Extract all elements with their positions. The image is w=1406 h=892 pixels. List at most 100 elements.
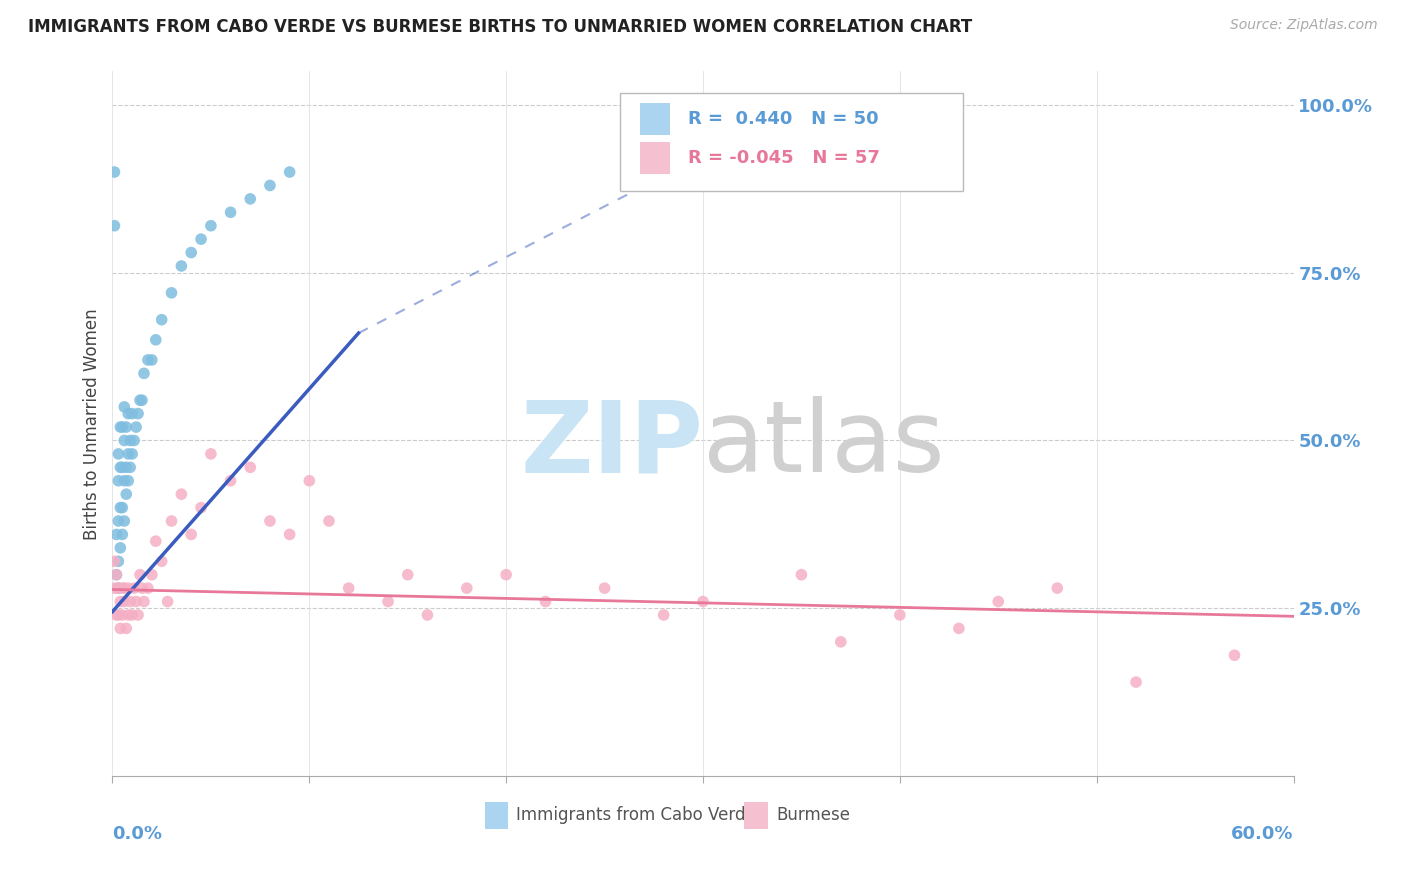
Point: [278, 527, 301, 541]
Point: [534, 594, 557, 608]
Point: [131, 581, 153, 595]
Point: [131, 393, 153, 408]
Point: [105, 527, 128, 541]
Point: [129, 393, 152, 408]
Point: [416, 607, 439, 622]
Point: [122, 434, 145, 448]
Point: [652, 607, 675, 622]
Point: [117, 581, 139, 595]
Point: [948, 621, 970, 635]
Point: [692, 594, 714, 608]
Point: [111, 420, 134, 434]
Point: [239, 192, 262, 206]
Point: [110, 594, 132, 608]
Point: [105, 567, 128, 582]
Point: [495, 567, 517, 582]
Point: [103, 219, 125, 233]
Point: [125, 420, 148, 434]
Text: IMMIGRANTS FROM CABO VERDE VS BURMESE BIRTHS TO UNMARRIED WOMEN CORRELATION CHAR: IMMIGRANTS FROM CABO VERDE VS BURMESE BI…: [28, 18, 973, 36]
Text: Immigrants from Cabo Verde: Immigrants from Cabo Verde: [516, 805, 756, 824]
Point: [111, 527, 134, 541]
Point: [115, 420, 138, 434]
Point: [103, 165, 125, 179]
Point: [115, 621, 138, 635]
Point: [107, 447, 129, 461]
FancyBboxPatch shape: [640, 142, 669, 174]
Point: [110, 621, 132, 635]
Point: [112, 400, 135, 414]
Point: [115, 487, 138, 501]
Point: [117, 447, 139, 461]
Point: [219, 474, 242, 488]
FancyBboxPatch shape: [620, 93, 963, 191]
Point: [190, 232, 212, 246]
Point: [111, 581, 134, 595]
Point: [1223, 648, 1246, 663]
Point: [298, 474, 321, 488]
Point: [115, 460, 138, 475]
Point: [889, 607, 911, 622]
Point: [170, 259, 193, 273]
Point: [107, 581, 129, 595]
Point: [219, 205, 242, 219]
Point: [377, 594, 399, 608]
Point: [987, 594, 1010, 608]
FancyBboxPatch shape: [485, 802, 508, 829]
Point: [125, 594, 148, 608]
Point: [110, 420, 132, 434]
Point: [121, 407, 143, 421]
Point: [790, 567, 813, 582]
Point: [150, 554, 173, 568]
Point: [127, 607, 149, 622]
Point: [160, 285, 183, 300]
Point: [117, 474, 139, 488]
Point: [120, 594, 142, 608]
Point: [278, 165, 301, 179]
Point: [830, 635, 852, 649]
Point: [136, 581, 159, 595]
Point: [112, 581, 135, 595]
Y-axis label: Births to Unmarried Women: Births to Unmarried Women: [83, 308, 101, 540]
Text: Burmese: Burmese: [776, 805, 851, 824]
Point: [129, 567, 152, 582]
Point: [456, 581, 478, 595]
Point: [117, 407, 139, 421]
Text: atlas: atlas: [703, 396, 945, 493]
Point: [180, 245, 202, 260]
Point: [337, 581, 360, 595]
Point: [1125, 675, 1147, 690]
Point: [1046, 581, 1069, 595]
Point: [132, 367, 155, 381]
Point: [141, 353, 163, 368]
Point: [318, 514, 340, 528]
Point: [132, 594, 155, 608]
Point: [105, 567, 128, 582]
Point: [112, 474, 135, 488]
Point: [593, 581, 616, 595]
Point: [156, 594, 179, 608]
Point: [112, 594, 135, 608]
Point: [150, 312, 173, 326]
Point: [121, 447, 143, 461]
Point: [160, 514, 183, 528]
Point: [110, 460, 132, 475]
Point: [239, 460, 262, 475]
Point: [110, 541, 132, 555]
Point: [117, 607, 139, 622]
FancyBboxPatch shape: [640, 103, 669, 135]
Point: [121, 607, 143, 622]
Point: [190, 500, 212, 515]
Text: ZIP: ZIP: [520, 396, 703, 493]
Point: [120, 460, 142, 475]
Point: [111, 500, 134, 515]
Point: [120, 434, 142, 448]
Point: [111, 607, 134, 622]
Point: [170, 487, 193, 501]
Point: [103, 554, 125, 568]
Point: [396, 567, 419, 582]
Point: [145, 333, 167, 347]
Text: Source: ZipAtlas.com: Source: ZipAtlas.com: [1230, 18, 1378, 32]
Point: [112, 514, 135, 528]
Point: [103, 581, 125, 595]
Point: [107, 581, 129, 595]
